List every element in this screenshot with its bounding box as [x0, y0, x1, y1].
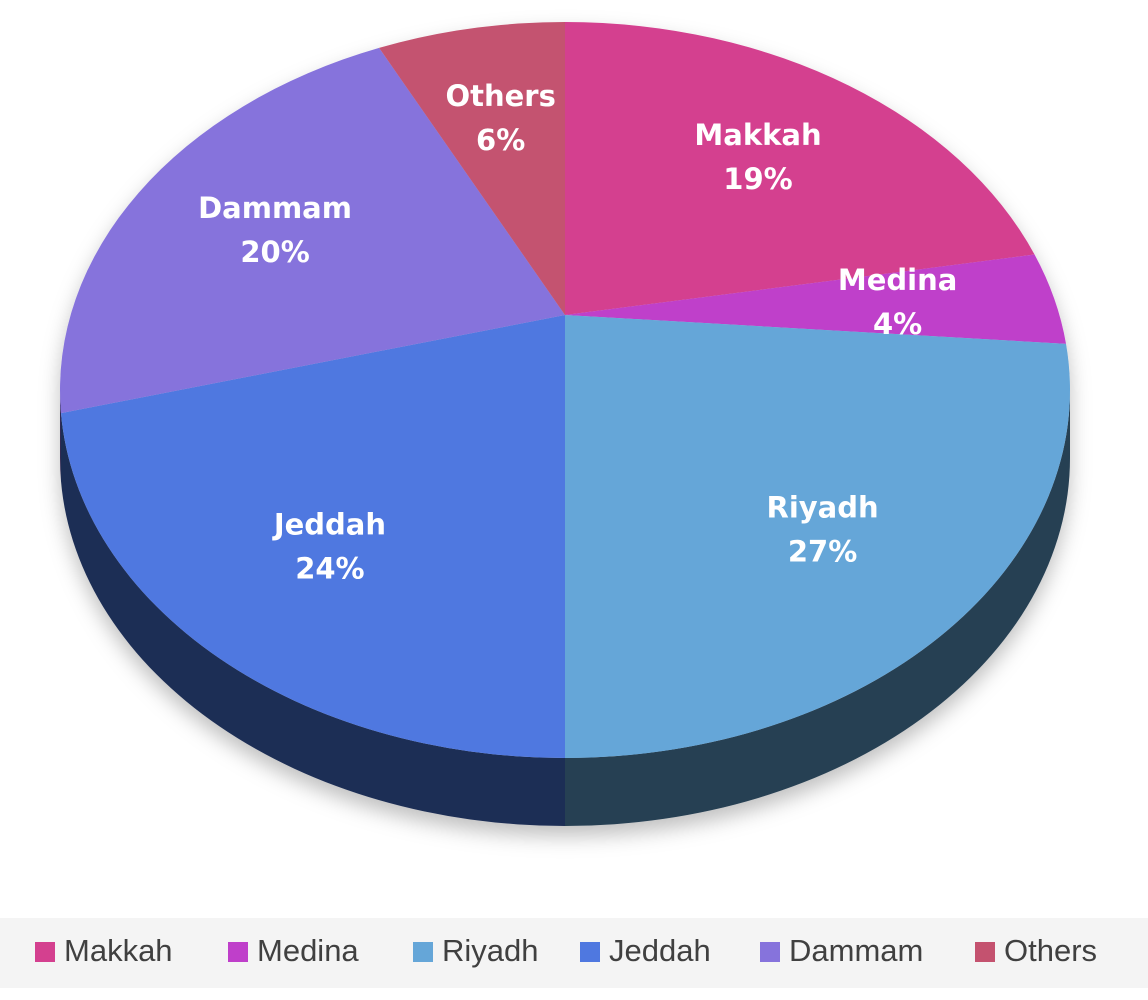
legend-swatch — [580, 942, 600, 962]
slice-value: 27% — [788, 534, 857, 568]
pie-slice — [565, 22, 1035, 315]
legend-label: Riyadh — [442, 933, 539, 968]
pie — [59, 22, 1070, 826]
legend-band — [0, 918, 1148, 988]
legend: Makkah Medina Riyadh Jeddah Dammam Others — [35, 933, 1097, 968]
slice-label: Dammam — [198, 191, 352, 225]
slice-label: Others — [445, 79, 555, 113]
pie-slice — [379, 22, 565, 315]
legend-label: Jeddah — [609, 933, 711, 968]
legend-swatch — [35, 942, 55, 962]
pie-side — [565, 390, 1070, 826]
pie-slice — [565, 254, 1067, 344]
pie-slice — [565, 315, 1070, 758]
slice-value: 6% — [476, 123, 525, 157]
slice-value: 19% — [723, 162, 792, 196]
legend-label: Medina — [257, 933, 359, 968]
legend-swatch — [760, 942, 780, 962]
slice-value: 4% — [873, 307, 922, 341]
legend-swatch — [228, 942, 248, 962]
pie-slice — [59, 47, 565, 414]
slice-label: Riyadh — [767, 490, 879, 524]
slice-value: 20% — [240, 235, 309, 269]
legend-label: Dammam — [789, 933, 923, 968]
legend-swatch — [413, 942, 433, 962]
slice-label: Makkah — [694, 118, 821, 152]
slice-label: Jeddah — [272, 507, 386, 541]
legend-label: Others — [1004, 933, 1097, 968]
slice-value: 24% — [295, 551, 364, 585]
pie-slice — [60, 315, 566, 758]
legend-label: Makkah — [64, 933, 173, 968]
pie-side — [60, 413, 566, 826]
pie-side — [60, 390, 61, 482]
slice-label: Medina — [838, 263, 957, 297]
legend-swatch — [975, 942, 995, 962]
labels: Makkah 19% Medina 4% Riyadh 27% Jeddah 24% Damma… — [198, 79, 957, 585]
